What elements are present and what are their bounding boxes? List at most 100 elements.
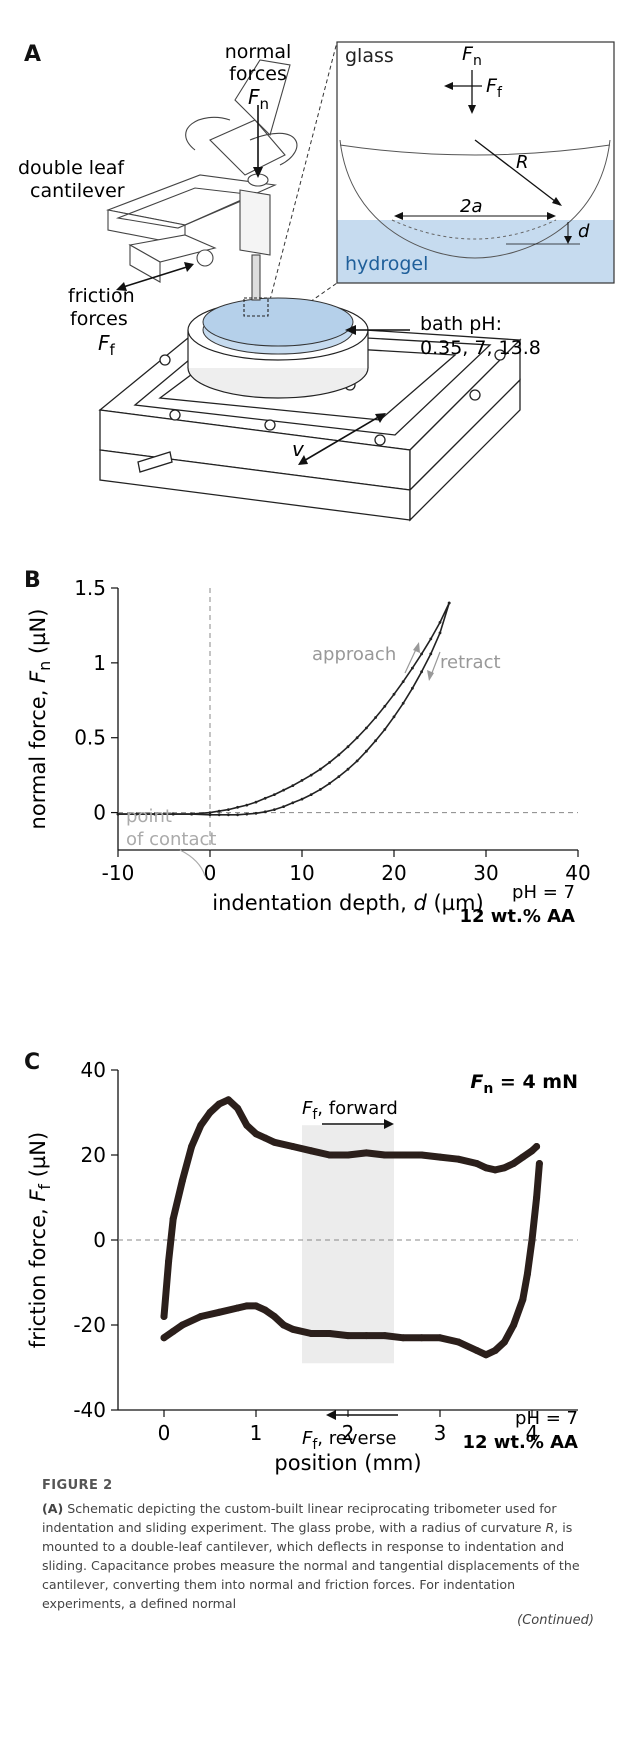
caption-r: R [545,1520,555,1535]
c-reverse-arrowhead [326,1410,336,1420]
b-point [116,812,120,816]
b-point [254,811,258,815]
b-point [328,761,331,764]
c-point [473,1160,481,1167]
panel-b-chart: -10 0 10 20 30 40 0 0.5 1 1.5 indentation depth, d… [26,576,591,927]
c-point [178,1177,186,1184]
panel-letter-a: A [24,42,42,67]
c-point [491,1166,499,1174]
b-point [291,784,295,787]
b-point [355,736,359,740]
c-annot-reverse: Ff, reverse [302,1428,396,1453]
screw-8 [469,389,481,401]
b-point [401,701,405,705]
c-point [215,1100,223,1108]
b-point [309,773,313,777]
c-point [280,1321,288,1329]
b-point [227,808,230,811]
c-point [500,1164,508,1172]
b-point [365,726,368,730]
cantilever-handle [185,116,231,151]
c-point [234,1304,242,1312]
c-point [473,1347,481,1354]
friction-forces-label-2: forces [70,308,128,330]
b-x-tick-label: 30 [473,861,498,885]
b-point [263,796,267,800]
bath-ph-label-2: 0.35, 7, 13.8 [420,337,541,359]
inset-r-label: R [516,152,529,173]
c-point [454,1338,462,1346]
c-point [362,1332,370,1340]
c-point [178,1321,186,1329]
c-point [289,1325,297,1333]
probe-zoom-box [243,297,269,317]
c-point [197,1313,205,1320]
b-annot-approach: approach [312,644,396,665]
double-leaf-label-1: double leaf [18,157,125,179]
panel-a-schematic: glass hydrogel R 2a d Fn Ff [18,41,615,522]
bath-arrowhead [345,325,356,335]
b-point [383,704,387,708]
panel-letter-b: B [24,568,41,593]
normal-forces-label-1: normal [225,41,292,63]
c-annot-ph: pH = 7 [515,1408,578,1429]
c-point [519,1296,527,1303]
b-point [208,813,212,817]
probe-stem [251,254,261,301]
c-point [160,1313,168,1320]
bath [187,297,369,399]
velocity-arrowhead-b [375,413,386,423]
b-point [420,670,423,674]
c-point [418,1334,426,1342]
b-point [300,779,304,782]
inset-2a-label: 2a [460,196,482,217]
b-point [374,716,377,719]
c-point [197,1121,205,1129]
b-point [245,803,249,807]
b-approach-arrowhead [413,642,420,653]
c-point [169,1327,177,1335]
c-point [206,1109,214,1116]
b-point [190,812,194,816]
screw-5 [494,349,506,361]
c-point [270,1138,278,1146]
b-y-tick-label: 0.5 [74,726,106,750]
fn-arrowhead [253,167,263,178]
c-point [234,1104,242,1112]
c-point [510,1160,518,1167]
inset-ff-arrowhead [444,82,453,90]
b-point [236,813,240,817]
inset-frame [336,41,615,284]
figure-caption: FIGURE 2 (A) Schematic depicting the cus… [42,1478,594,1628]
b-annot-ph: pH = 7 [512,882,575,903]
c-point [344,1332,352,1340]
b-point [420,652,423,656]
b-x-tick-label: 0 [204,861,217,885]
c-point [307,1330,315,1337]
panel-letter-c: C [24,1050,41,1075]
c-point [169,1215,177,1223]
b-y-axis-label: normal force, Fn (µN) [26,609,54,830]
c-point [252,1302,260,1310]
ff-label: Ff [98,331,116,359]
friction-sensor [196,249,214,267]
caption-lead: (A) [42,1501,64,1516]
ff-arrowhead-right [184,262,194,272]
c-y-tick-label: -40 [73,1398,106,1422]
contact-width-arrow-right [547,212,556,220]
contact-dashed [391,219,557,240]
b-y-tick-label: 0 [93,801,106,825]
stage-base-lower-right [409,378,521,522]
inset-glass-label: glass [345,45,394,67]
velocity-label: v [292,437,305,461]
cantilever-assembly [106,59,298,317]
caption-continued: (Continued) [517,1613,594,1628]
b-point [401,680,405,683]
b-point [171,812,175,816]
c-point [500,1338,508,1346]
c-point [188,1143,196,1150]
c-point [418,1151,426,1159]
b-x-tick-label: 40 [565,861,590,885]
inset-ff-label: Ff [486,75,503,101]
c-x-tick-label: 2 [342,1421,355,1445]
